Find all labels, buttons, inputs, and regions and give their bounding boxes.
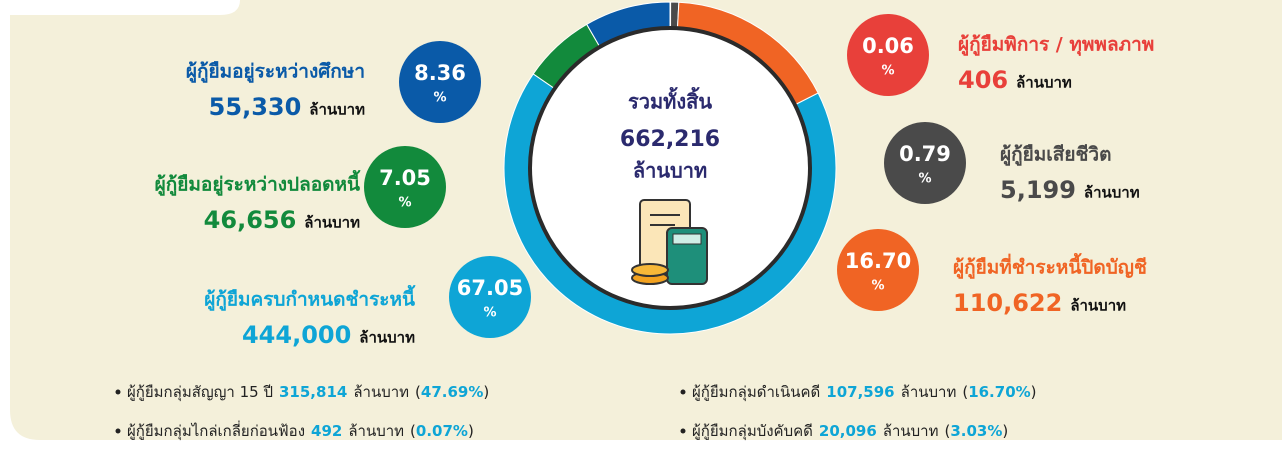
donut-hole	[528, 26, 812, 310]
percent-bubble	[399, 41, 481, 123]
percent-label: 0.79	[899, 142, 951, 166]
amount: 444,000	[242, 321, 351, 349]
percent-sign: %	[871, 279, 884, 294]
percent-label: 67.05	[457, 276, 523, 300]
note: ผู้กู้ยืมกลุ่มดำเนินคดี 107,596 ล้านบาท (16…	[692, 383, 1037, 402]
unit: ล้านบาท	[309, 101, 365, 119]
percent-sign: %	[483, 306, 496, 321]
bullet	[115, 389, 121, 395]
percent-label: 7.05	[379, 166, 431, 190]
note-part: ล้านบาท	[353, 383, 409, 401]
category-label: ผู้กู้ยืมอยู่ระหว่างศึกษา	[186, 61, 365, 84]
category-label: ผู้กู้ยืมที่ชำระหนี้ปิดบัญชี	[953, 253, 1147, 280]
percent-sign: %	[918, 172, 931, 187]
unit: ล้านบาท	[1016, 74, 1072, 92]
note-part: ล้านบาท	[883, 422, 939, 440]
percent-bubble	[449, 256, 531, 338]
note-part: 16.70%	[968, 383, 1030, 401]
unit: ล้านบาท	[304, 214, 360, 232]
amount: 46,656	[204, 206, 297, 234]
note-part: (	[944, 422, 950, 440]
note-part: 3.03%	[950, 422, 1002, 440]
note: ผู้กู้ยืมกลุ่มบังคับคดี 20,096 ล้านบาท (3.0…	[692, 422, 1008, 441]
unit: ล้านบาท	[1084, 184, 1140, 202]
unit: ล้านบาท	[1070, 297, 1126, 315]
note-part: (	[415, 383, 421, 401]
amount: 55,330	[209, 93, 302, 121]
note-part: 315,814	[279, 383, 347, 401]
category-label: ผู้กู้ยืมพิการ / ทุพพลภาพ	[958, 34, 1154, 57]
note-part: ล้านบาท	[901, 383, 957, 401]
note-part: (	[410, 422, 416, 440]
note-part: (	[962, 383, 968, 401]
note-part: )	[468, 422, 474, 440]
center-title: รวมทั้งสิ้น	[628, 87, 712, 114]
bullet	[680, 389, 686, 395]
note-part: 107,596	[826, 383, 894, 401]
note-part: 20,096	[819, 422, 877, 440]
tab	[0, 0, 240, 15]
note-part: ล้านบาท	[348, 422, 404, 440]
note-part: 492	[311, 422, 342, 440]
note: ผู้กู้ยืมกลุ่มสัญญา 15 ปี 315,814 ล้านบาท (…	[127, 383, 489, 402]
percent-label: 16.70	[845, 249, 911, 273]
percent-sign: %	[433, 91, 446, 106]
category-label: ผู้กู้ยืมครบกำหนดชำระหนี้	[204, 285, 416, 312]
note-part: )	[1002, 422, 1008, 440]
note-part: ผู้กู้ยืมกลุ่มบังคับคดี	[692, 422, 813, 441]
percent-sign: %	[881, 64, 894, 79]
bullet	[680, 428, 686, 434]
percent-bubble	[847, 14, 929, 96]
percent-label: 0.06	[862, 34, 914, 58]
bullet	[115, 428, 121, 434]
amount: 110,622	[953, 289, 1062, 317]
note-part: ผู้กู้ยืมกลุ่มสัญญา 15 ปี	[127, 383, 273, 402]
percent-bubble	[837, 229, 919, 311]
note: ผู้กู้ยืมกลุ่มไกล่เกลี่ยก่อนฟ้อง 492 ล้านบ…	[127, 420, 474, 441]
percent-bubble	[884, 122, 966, 204]
note-part: )	[1031, 383, 1037, 401]
percent-sign: %	[398, 196, 411, 211]
center-total: 662,216	[620, 127, 720, 152]
note-part: ผู้กู้ยืมกลุ่มไกล่เกลี่ยก่อนฟ้อง	[127, 420, 305, 441]
note-part: 0.07%	[416, 422, 468, 440]
note-part: )	[483, 383, 489, 401]
category-label: ผู้กู้ยืมอยู่ระหว่างปลอดหนี้	[155, 170, 362, 197]
percent-bubble	[364, 146, 446, 228]
amount: 5,199	[1000, 176, 1076, 204]
center-unit: ล้านบาท	[633, 159, 707, 183]
percent-label: 8.36	[414, 61, 466, 85]
unit: ล้านบาท	[359, 329, 415, 347]
note-part: ผู้กู้ยืมกลุ่มดำเนินคดี	[692, 383, 820, 402]
amount: 406	[958, 66, 1008, 94]
calculator-icon	[631, 199, 708, 285]
note-part: 47.69%	[421, 383, 483, 401]
category-label: ผู้กู้ยืมเสียชีวิต	[1000, 144, 1111, 167]
